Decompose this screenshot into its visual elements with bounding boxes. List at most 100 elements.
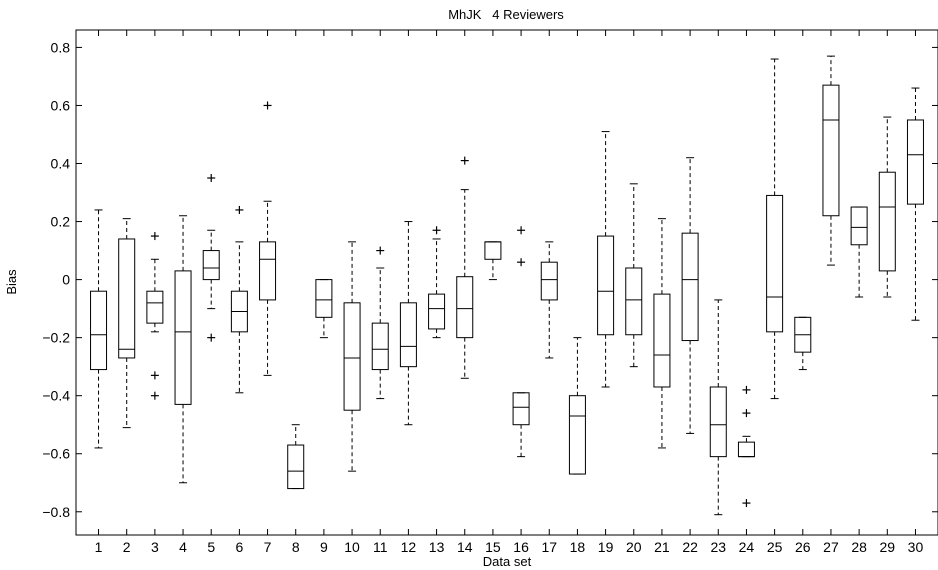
box-series [90, 55, 924, 516]
box-23 [709, 299, 727, 516]
box-iqr [287, 444, 305, 490]
x-tick-label: 23 [710, 539, 726, 555]
chart-title: MhJK 4 Reviewers [448, 7, 564, 22]
plot-area-frame [75, 29, 938, 536]
box-30 [906, 87, 924, 321]
x-tick-label: 19 [598, 539, 614, 555]
y-axis-label: Bias [4, 269, 19, 295]
y-tick-label: −0.4 [42, 388, 70, 404]
box-iqr [343, 302, 361, 411]
box-iqr [428, 293, 446, 330]
box-24 [737, 385, 755, 508]
box-11 [371, 246, 389, 400]
x-axis-label: Data set [483, 554, 532, 569]
box-27 [822, 55, 840, 266]
box-8 [287, 424, 305, 490]
x-tick-label: 12 [401, 539, 417, 555]
box-iqr [512, 392, 530, 426]
box-28 [850, 206, 868, 298]
x-tick-label: 25 [767, 539, 783, 555]
x-tick-label: 5 [207, 539, 215, 555]
box-iqr [625, 267, 643, 336]
x-tick-label: 1 [95, 539, 103, 555]
x-tick-labels: 1 2 3 4 5 6 7 8 9 10 11 12 13 14 15 16 17 18 19 20 21 22 23 24 2… [95, 539, 924, 555]
box-iqr [766, 194, 784, 333]
box-13 [428, 226, 446, 339]
box-iqr [146, 290, 164, 324]
outlier-point [207, 174, 216, 183]
box-25 [766, 58, 784, 400]
box-22 [681, 157, 699, 434]
y-tick-label: 0 [62, 272, 70, 288]
y-tick-label: 0.4 [51, 156, 71, 172]
box-1 [90, 209, 108, 449]
x-tick-label: 13 [429, 539, 445, 555]
axis-ticks [76, 30, 938, 535]
box-16 [512, 226, 530, 458]
box-iqr [850, 206, 868, 246]
x-tick-label: 3 [151, 539, 159, 555]
outlier-point [432, 226, 441, 235]
box-29 [878, 116, 896, 298]
x-tick-label: 9 [320, 539, 328, 555]
outlier-point [517, 258, 526, 267]
outlier-point [150, 391, 159, 400]
box-5 [202, 174, 220, 342]
x-tick-label: 14 [457, 539, 473, 555]
x-tick-label: 26 [795, 539, 811, 555]
x-tick-label: 30 [908, 539, 924, 555]
box-iqr [90, 290, 108, 371]
x-tick-label: 20 [626, 539, 642, 555]
box-iqr [540, 261, 558, 301]
outlier-point [742, 499, 751, 508]
outlier-point [517, 226, 526, 235]
box-iqr [259, 241, 277, 301]
box-iqr [118, 238, 136, 359]
x-tick-label: 4 [179, 539, 187, 555]
box-20 [625, 183, 643, 368]
box-iqr [709, 386, 727, 458]
x-tick-label: 10 [344, 539, 360, 555]
box-3 [146, 232, 164, 400]
outlier-point [460, 156, 469, 165]
x-tick-label: 2 [123, 539, 131, 555]
y-tick-labels: −0.8 −0.6 −0.4 −0.2 0 0.2 0.4 0.6 0.8 [42, 39, 70, 519]
outlier-point [150, 371, 159, 380]
x-tick-label: 21 [654, 539, 670, 555]
x-tick-label: 28 [851, 539, 867, 555]
outlier-point [235, 205, 244, 214]
outlier-point [207, 333, 216, 342]
box-10 [343, 241, 361, 472]
x-tick-label: 7 [264, 539, 272, 555]
box-19 [597, 131, 615, 388]
box-17 [540, 241, 558, 359]
y-tick-label: 0.8 [51, 39, 71, 55]
box-7 [259, 101, 277, 376]
box-iqr [484, 241, 502, 260]
box-iqr [399, 302, 417, 368]
y-tick-label: −0.8 [42, 504, 70, 520]
box-15 [484, 241, 502, 281]
box-iqr [906, 119, 924, 205]
box-iqr [681, 232, 699, 342]
outlier-point [742, 409, 751, 418]
box-iqr [315, 279, 333, 318]
y-tick-label: 0.2 [51, 214, 71, 230]
x-tick-label: 27 [823, 539, 839, 555]
x-tick-label: 29 [880, 539, 896, 555]
box-iqr [878, 171, 896, 272]
box-iqr [456, 276, 474, 339]
box-12 [399, 221, 417, 426]
outlier-point [376, 246, 385, 255]
x-tick-label: 22 [682, 539, 698, 555]
x-tick-label: 16 [513, 539, 529, 555]
box-iqr [653, 293, 671, 388]
box-iqr [597, 235, 615, 336]
x-tick-label: 11 [373, 539, 388, 555]
box-26 [794, 316, 812, 371]
box-6 [230, 205, 248, 394]
x-tick-label: 18 [570, 539, 586, 555]
box-9 [315, 279, 333, 339]
